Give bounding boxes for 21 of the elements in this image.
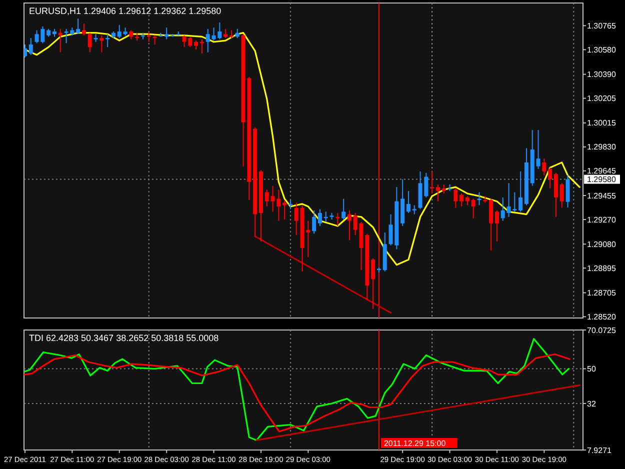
y-tick-label: 1.30580 (587, 45, 616, 54)
y-tick-label: 70.0725 (587, 326, 616, 335)
y-tick-label: 1.30765 (587, 21, 616, 30)
y-tick-label: 1.30015 (587, 118, 616, 128)
y-tick-label: 1.28895 (587, 264, 616, 273)
ref-line-label: 1.29580 (587, 175, 616, 184)
y-tick-label: 1.29830 (587, 142, 616, 152)
ref-line-label: 2011.12.29 15:00 (384, 439, 446, 448)
y-tick-label: 32 (587, 399, 596, 408)
y-tick-label: 1.28705 (587, 288, 616, 298)
y-tick-label: 1.29455 (587, 191, 616, 200)
y-tick-label: 1.30205 (587, 94, 616, 104)
y-tick-label: 50 (587, 364, 596, 374)
y-tick-label: 1.28520 (587, 312, 616, 322)
y-tick-label: 1.29270 (587, 215, 616, 224)
y-tick-label: 1.29645 (587, 166, 616, 176)
y-tick-label: 7.9271 (587, 446, 612, 455)
chart-title: TDI 62.4283 50.3467 38.2652 50.3818 55.0008 (29, 333, 219, 343)
chart-title: EURUSD,H1 1.29406 1.29612 1.29362 1.29580 (29, 6, 222, 16)
y-tick-label: 1.30390 (587, 70, 616, 80)
y-tick-label: 1.29080 (587, 240, 616, 249)
